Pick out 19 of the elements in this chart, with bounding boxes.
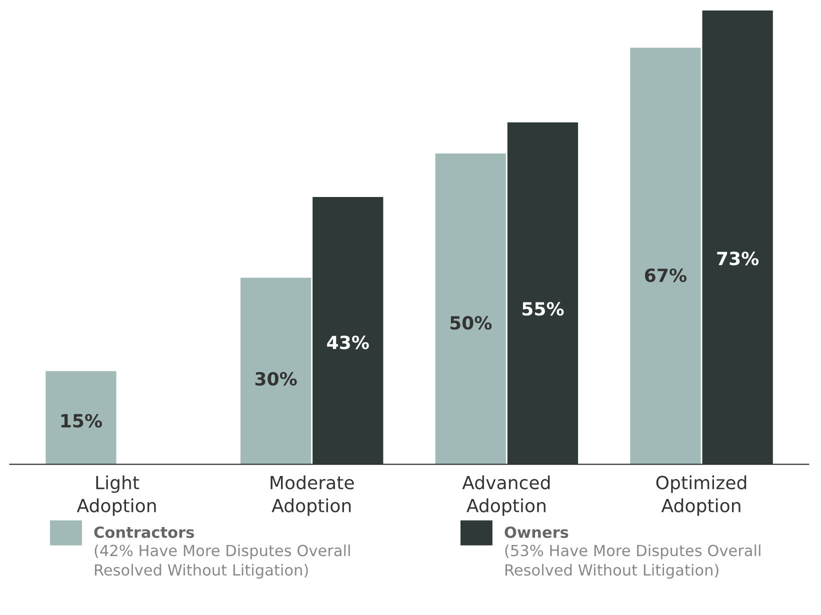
data-label: 50% — [450, 316, 492, 330]
text: (42% Have More Disputes Overall Resolved Without Litigation) — [94, 544, 350, 579]
x-tick-label: Moderate Adoption — [270, 475, 354, 516]
bar — [46, 371, 116, 464]
data-label: 67% — [644, 268, 687, 282]
bar — [435, 153, 506, 464]
data-label: 43% — [327, 336, 369, 350]
legend-label: Owners — [504, 526, 568, 538]
data-label: 30% — [255, 372, 297, 386]
data-label: 15% — [61, 414, 102, 428]
data-label: 73% — [717, 252, 759, 266]
x-tick-label: Optimized Adoption — [656, 475, 746, 516]
x-tick-label: Light Adoption — [76, 475, 156, 516]
bar — [630, 48, 701, 464]
x-tick-label: Advanced Adoption — [462, 475, 550, 516]
data-label: 55% — [522, 302, 564, 316]
text: (53% Have More Disputes Overall Resolved Without Litigation) — [505, 544, 760, 579]
legend-label: Contractors — [94, 526, 194, 538]
bar — [240, 278, 312, 464]
